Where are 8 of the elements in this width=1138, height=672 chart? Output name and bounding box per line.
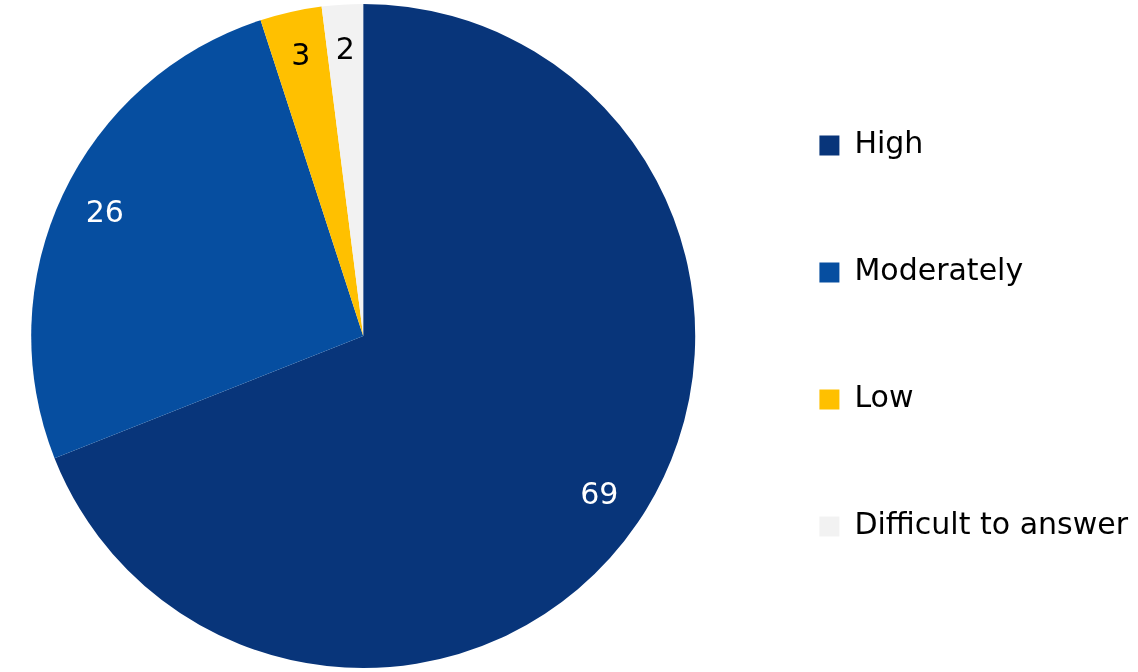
legend-label: Low <box>854 379 914 415</box>
data-label: 69 <box>580 476 619 512</box>
data-label: 2 <box>335 30 355 66</box>
legend-label: Difficult to answer <box>854 506 1129 542</box>
legend-label: High <box>854 125 924 161</box>
data-label: 3 <box>291 37 311 73</box>
data-label: 26 <box>85 194 124 230</box>
legend-label: Moderately <box>854 252 1024 288</box>
